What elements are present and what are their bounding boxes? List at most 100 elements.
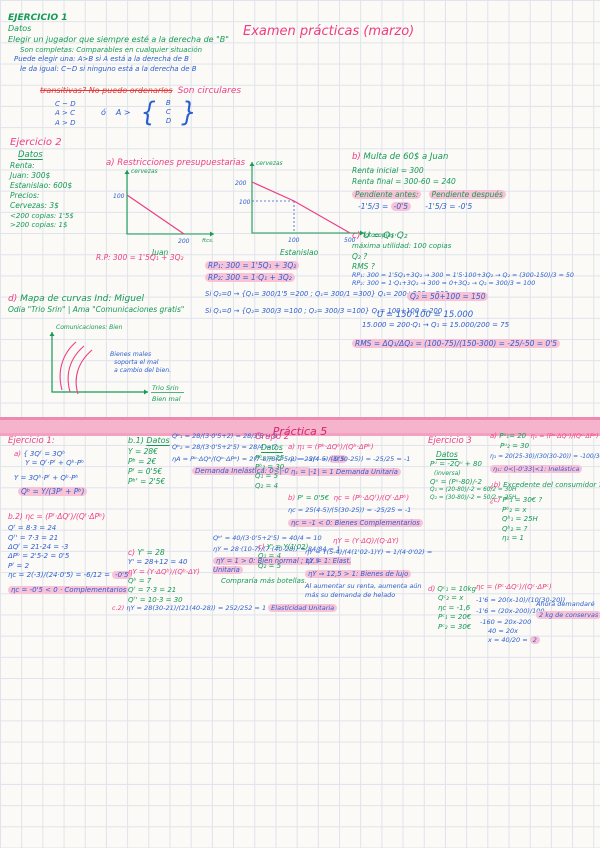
note-line: A > D: [55, 119, 76, 128]
note-line: ¿b) Excedente del consumidor ??: [490, 481, 600, 490]
note-line: RP₂: 300 = 1·Q₁+3Q₂ → 300 = 0+3Q₂ → Q₂ =…: [352, 280, 598, 289]
ordering-item: D: [165, 116, 172, 125]
note-line: Estanislao: 600$: [10, 181, 74, 191]
note-line: Renta:: [10, 161, 74, 171]
note-text: Estanislao: 600$: [10, 181, 73, 191]
note-text: 40 = 20x: [488, 626, 518, 635]
note-text: Q₂ ?: [352, 251, 368, 261]
note-line: ηc = -1,6: [438, 604, 476, 613]
ejercicio1-transitivas: transitivas? No puedo ordenarlos Son cir…: [40, 85, 241, 97]
note-line: Q₂ ?: [352, 252, 598, 262]
note-text: -1'6 = (20x-200)/100: [476, 607, 545, 616]
note-text: ηc = (Pᵇ·ΔQᶠ)/(Qᶠ·ΔPᵇ): [331, 494, 410, 502]
note-text: Son completas: Comparables en cualquier …: [20, 45, 203, 54]
note-line: b) P' = 0'5€ ηc = (Pᵇ·ΔQᶠ)/(Qᶠ·ΔPᵇ): [288, 494, 423, 503]
note-line: Odia "Trio Srin" | Ama "Comunicaciones g…: [8, 305, 184, 315]
x-tick-200: 200: [178, 238, 190, 245]
note-text: A > D: [55, 118, 76, 127]
note-line: Qᵇ' = 40/(3·0'5+2'5) = 40/4 = 10: [213, 534, 383, 543]
or-word: ó: [101, 107, 106, 117]
note-line: >200 copias: 1$: [10, 221, 74, 230]
note-text: Q₂ = 5: [258, 561, 282, 570]
practica5-ej1: Ejercicio 1:: [8, 436, 55, 447]
note-line: Son completas: Comparables en cualquier …: [20, 46, 229, 55]
note-text: >200 copias: 1$: [10, 221, 68, 230]
note-text: ηc = (Pᶜ·ΔQᶜ)/(Qᶜ·ΔPᶜ): [476, 583, 552, 591]
left-brace: {: [140, 96, 156, 128]
note-line: Precios:: [10, 191, 74, 201]
note-text: C ~ D: [55, 100, 76, 108]
note-line: 15.000 = 200·Q₁ → Q₁ = 15.000/200 = 75: [362, 321, 598, 330]
note-text: Pᶜ₂ = 30€: [438, 622, 472, 631]
note-line: Qᵇ = Y/(3Pᶠ + Pᵇ): [18, 487, 88, 497]
practica-banner: Práctica 5: [0, 417, 600, 438]
note-line: Datos: [436, 450, 516, 460]
note-text: b.1): [128, 436, 147, 445]
note-text: ηA = Pᵇ·ΔQᵇ/(Qᵇ·ΔPᵇ) = 2(7-8)/8(2'5-2) =…: [172, 454, 329, 463]
note-line: Qᵘ = (Pᵘ-80)/-2: [430, 478, 516, 487]
note-text: -1'6 = 20(x-10)/(10(30-20)): [476, 596, 566, 605]
note-line: Pᵇ₁ = 25: [255, 454, 289, 463]
note-text: Qᵇ = Y/(3Pᶠ + Pᵇ): [18, 487, 88, 497]
note-line: Si Q₂=0 → {Q₁= 300/1'5 =200 ; Q₁= 300/1 …: [205, 290, 448, 299]
y-tick-100: 100: [113, 193, 125, 200]
note-text: RP₂: 300 = 1·Q₁+3Q₂ → 300 = 0+3Q₂ → Q₂ =…: [352, 280, 536, 288]
note-text: Pᵇ₁ = 30€ ?: [502, 496, 543, 505]
note-line: C ~ D: [55, 100, 76, 109]
note-line: Pᶠ = 0'5€: [128, 467, 170, 477]
note-line: RP₁: 300 = 1'5Q₁ + 3Q₂: [205, 261, 300, 271]
note-line: Demanda Inelástica: 0<|-0'5|<1: [192, 467, 347, 476]
x-tick-100: 100: [288, 237, 300, 244]
practica5-ej1-b2: b.2) ηc = (Pᶠ·ΔQᶠ)/(Qᶠ·ΔPᵇ) Qᶠ = 8·3 = 24…: [8, 512, 132, 595]
ejercicio3-titulo: Ejercicio 3: [428, 436, 472, 447]
note-line: ¿c) Pᵇ₁ = 30€ ?: [490, 496, 600, 505]
note-line: η₁ = |-1| = 1 Demanda Unitaria: [288, 468, 410, 477]
note-line: η₁ = 20(25-30)/(30(30-20)) = -100/300 = …: [490, 453, 600, 461]
note-text: Pᵇ = 2€: [128, 456, 157, 466]
note-line: Datos: [8, 24, 229, 35]
note-text: η₁ = 1: [502, 533, 525, 542]
note-line: -1'6 = (20x-200)/100: [476, 607, 565, 616]
note-line: a) { 3Qᶠ = 3Qᵇ: [14, 450, 87, 459]
note-text: Pᵇ' = 2'5€: [128, 477, 166, 487]
note-text: Ahora demandaré: [536, 600, 595, 608]
note-text: 2 kg de conservas: [536, 610, 600, 619]
ordering-item: C: [165, 107, 171, 116]
note-line: ηc = (Pᶜ·ΔQᶜ)/(Qᶜ·ΔPᶜ): [476, 583, 565, 592]
note-line: U = 150·100 = 15.000: [377, 310, 598, 321]
note-text: η₁ = (Pᵘ·ΔQᵘ)/(Qᵘ·ΔPᵘ): [530, 433, 599, 440]
note-line: Datos: [261, 443, 289, 453]
note-text: U = Q₁·Q₂: [363, 231, 408, 241]
note-text: b): [288, 494, 298, 502]
note-text: -1'5/3 =: [358, 201, 391, 211]
note-text: ¿b): [490, 480, 504, 489]
note-line: RP₂: 300 = 1·Q₁ + 3Q₂: [205, 273, 299, 283]
note-line: R.P: 300 = 1'5Q₁ + 3Q₂: [96, 253, 184, 263]
note-line: Qᶜ₂ = x: [438, 594, 476, 603]
note-line: Grupo 2: [255, 432, 289, 443]
note-text: EJERCICIO 1: [8, 13, 68, 23]
note-text: c): [258, 543, 267, 551]
note-text: ΔQᶠ = 21-24 = -3: [8, 543, 69, 551]
miguel-indifference-figure: Comunicaciones: Bien Bienes males soport…: [22, 320, 232, 418]
note-text: Excedente del consumidor ??: [503, 480, 600, 489]
estanislao-budget-plot: cervezas 200 100 100 500 fotocopias Esta…: [235, 160, 394, 257]
utilidad-bloque: c) U = Q₁·Q₂ máxima utilidad: 100 copias Q…: [352, 230, 598, 349]
note-line: ηc = -0'5 < 0 · Complementarios: [8, 585, 132, 595]
note-line: Y = Qᶠ·Pᶠ + Qᵇ·Pᵇ: [14, 459, 87, 468]
note-line: Pᵇ₂ = 30: [255, 463, 289, 472]
note-text: -0'5: [112, 571, 132, 580]
curve-note-line3: a cambio del bien.: [114, 367, 171, 374]
note-line: Q₁ = (20-80)/-2 = 60/2 = 30H: [430, 487, 516, 495]
note-line: Elegir un jugador que siempre esté a la …: [8, 35, 229, 46]
note-text: η₁ = (Pᵇ·ΔQᵇ)/(Qᵇ·ΔPᵇ): [297, 443, 374, 451]
note-text: RP₂: 300 = 1·Q₁ + 3Q₂: [205, 273, 295, 283]
ejercicio3-d-calc: ηc = (Pᶜ·ΔQᶜ)/(Qᶜ·ΔPᶜ) -1'6 = 20(x-10)/(1…: [476, 583, 565, 644]
note-line: Pᶠ = 2: [8, 562, 132, 571]
note-text: Qᵇ₂ = ?: [502, 524, 528, 533]
note-text: ηc = (Pᶠ·ΔQᶠ)/(Qᶠ·ΔPᵇ): [25, 512, 106, 521]
note-line: Q₂ = 4: [255, 482, 289, 491]
note-line: Pᵇ₂ = x: [502, 506, 600, 515]
grupo2-datos: Grupo 2 Datos Pᵇ₁ = 25 Pᵇ₂ = 30 Q₁ = 5 Q₂ = 4: [255, 432, 289, 491]
